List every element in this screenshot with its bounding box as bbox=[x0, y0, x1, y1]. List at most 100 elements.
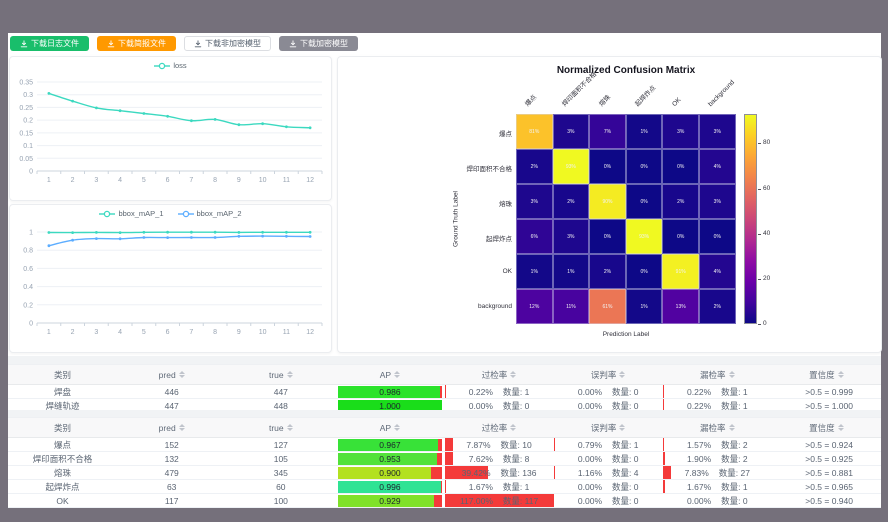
svg-text:0.4: 0.4 bbox=[23, 284, 33, 291]
column-header-label: pred bbox=[158, 422, 176, 433]
over-detection-cell: 0.00% 数量: 0 bbox=[445, 399, 554, 412]
missed-detection-cell: 1.57% 数量: 2 bbox=[662, 438, 772, 451]
svg-text:0.6: 0.6 bbox=[23, 266, 33, 273]
svg-text:1: 1 bbox=[47, 177, 51, 184]
svg-text:4: 4 bbox=[118, 177, 122, 184]
column-header-误判率[interactable]: 误判率 bbox=[554, 418, 663, 437]
svg-text:0.2: 0.2 bbox=[23, 302, 33, 309]
svg-text:0: 0 bbox=[29, 169, 33, 176]
confusion-cell: 2% bbox=[662, 184, 699, 219]
column-header-label: 过检率 bbox=[481, 369, 508, 380]
svg-text:6: 6 bbox=[166, 177, 170, 184]
column-header-label: 置信度 bbox=[809, 369, 835, 380]
column-header-true[interactable]: true bbox=[226, 418, 335, 437]
misjudge-count: 数量: 0 bbox=[612, 386, 639, 397]
column-header-label: true bbox=[268, 422, 284, 433]
sort-caret-icon[interactable] bbox=[837, 371, 844, 378]
over-detection-percent: 39.42% bbox=[461, 467, 491, 478]
column-header-过检率[interactable]: 过检率 bbox=[445, 365, 554, 384]
column-header-pred[interactable]: pred bbox=[117, 365, 226, 384]
sort-caret-icon[interactable] bbox=[728, 371, 735, 378]
download-icon bbox=[107, 39, 115, 47]
confusion-cell: 1% bbox=[516, 254, 553, 289]
svg-text:9: 9 bbox=[237, 329, 241, 336]
ap-bar bbox=[338, 480, 442, 493]
sort-caret-icon[interactable] bbox=[286, 424, 293, 431]
download-log-button[interactable]: 下载日志文件 bbox=[10, 36, 89, 51]
confusion-cell: 1% bbox=[625, 289, 663, 324]
missed-detection-count: 数量: 2 bbox=[721, 453, 748, 464]
ap-cell: 0.996 bbox=[335, 480, 444, 493]
sort-caret-icon[interactable] bbox=[619, 371, 626, 378]
svg-text:6: 6 bbox=[166, 329, 170, 336]
svg-text:0.3: 0.3 bbox=[23, 92, 33, 99]
true-cell: 345 bbox=[273, 467, 288, 478]
over-detection-percent: 1.67% bbox=[468, 481, 493, 492]
ap-bar bbox=[338, 385, 441, 398]
misjudge-percent: 0.00% bbox=[577, 495, 603, 506]
missed-detection-count: 数量: 1 bbox=[721, 400, 748, 411]
confusion-cell: 0% bbox=[625, 254, 663, 289]
table-row: OK 117 100 0.929 117.00% 数量: 117 0.00% 数量: 0 0.0… bbox=[8, 494, 881, 508]
legend-item-bbox-map-2[interactable]: bbox_mAP_2 bbox=[177, 209, 242, 218]
download-encrypted-model-button[interactable]: 下载加密模型 bbox=[279, 36, 358, 51]
svg-text:1: 1 bbox=[29, 230, 33, 237]
ap-value: 0.900 bbox=[379, 467, 401, 478]
download-report-button[interactable]: 下载简报文件 bbox=[97, 36, 176, 51]
sort-caret-icon[interactable] bbox=[178, 371, 185, 378]
missed-detection-cell: 0.00% 数量: 0 bbox=[663, 494, 772, 507]
column-header-true[interactable]: true bbox=[226, 365, 335, 384]
confusion-cell: 0% bbox=[662, 149, 699, 184]
confusion-cell: 7% bbox=[589, 114, 626, 149]
misjudge-count: 数量: 0 bbox=[612, 481, 639, 492]
missed-detection-count: 数量: 27 bbox=[718, 467, 750, 478]
sort-caret-icon[interactable] bbox=[837, 424, 844, 431]
over-detection-percent: 0.00% bbox=[468, 400, 493, 411]
column-header-AP[interactable]: AP bbox=[335, 365, 444, 384]
misjudge-percent: 1.16% bbox=[577, 467, 603, 478]
confusion-cell: 61% bbox=[589, 289, 626, 324]
sort-caret-icon[interactable] bbox=[728, 424, 735, 431]
svg-text:3: 3 bbox=[94, 329, 98, 336]
table-defects: 类别 pred true AP 过检率 误判率 漏检率 置信度 爆点 152 127 0.967 7.8… bbox=[8, 417, 881, 508]
column-header-误判率[interactable]: 误判率 bbox=[554, 365, 663, 384]
column-header-置信度[interactable]: 置信度 bbox=[772, 418, 881, 437]
sort-caret-icon[interactable] bbox=[394, 424, 401, 431]
over-detection-cell: 117.00% 数量: 117 bbox=[444, 494, 554, 507]
download-plain-model-button[interactable]: 下载非加密模型 bbox=[184, 36, 271, 51]
loss-legend: loss bbox=[10, 61, 331, 70]
column-header-label: 漏检率 bbox=[700, 369, 726, 380]
confidence-cell: >0.5 = 0.881 bbox=[805, 467, 853, 478]
line-series-icon bbox=[154, 62, 171, 69]
legend-item-loss[interactable]: loss bbox=[154, 61, 187, 70]
download-icon bbox=[289, 39, 297, 47]
missed-detection-percent: 1.90% bbox=[687, 453, 712, 464]
svg-text:0.15: 0.15 bbox=[19, 130, 33, 137]
column-header-pred[interactable]: pred bbox=[117, 418, 226, 437]
sort-caret-icon[interactable] bbox=[178, 424, 185, 431]
sort-caret-icon[interactable] bbox=[619, 424, 626, 431]
column-header-AP[interactable]: AP bbox=[335, 418, 444, 437]
line-series-icon bbox=[99, 210, 116, 217]
column-header-漏检率[interactable]: 漏检率 bbox=[663, 418, 772, 437]
confusion-cell: 93% bbox=[552, 149, 590, 184]
confusion-cell: 12% bbox=[516, 289, 553, 324]
sort-caret-icon[interactable] bbox=[286, 371, 293, 378]
column-header-置信度[interactable]: 置信度 bbox=[772, 365, 881, 384]
legend-item-bbox-map-1[interactable]: bbox_mAP_1 bbox=[99, 209, 164, 218]
ap-cell: 1.000 bbox=[335, 399, 444, 412]
colorbar-tick bbox=[758, 278, 761, 280]
sort-caret-icon[interactable] bbox=[510, 371, 517, 378]
misjudge-cell: 1.16% 数量: 4 bbox=[553, 466, 663, 479]
download-plain-model-label: 下载非加密模型 bbox=[205, 38, 261, 48]
sort-caret-icon[interactable] bbox=[510, 424, 517, 431]
misjudge-count: 数量: 1 bbox=[612, 439, 639, 450]
row-label: 焊印面积不合格 bbox=[466, 165, 513, 173]
column-header-漏检率[interactable]: 漏检率 bbox=[663, 365, 772, 384]
missed-detection-percent: 1.57% bbox=[687, 439, 712, 450]
column-header-过检率[interactable]: 过检率 bbox=[445, 418, 554, 437]
missed-detection-count: 数量: 0 bbox=[721, 495, 748, 506]
pred-cell: 447 bbox=[164, 400, 179, 411]
sort-caret-icon[interactable] bbox=[394, 371, 401, 378]
misjudge-percent: 0.79% bbox=[577, 439, 603, 450]
